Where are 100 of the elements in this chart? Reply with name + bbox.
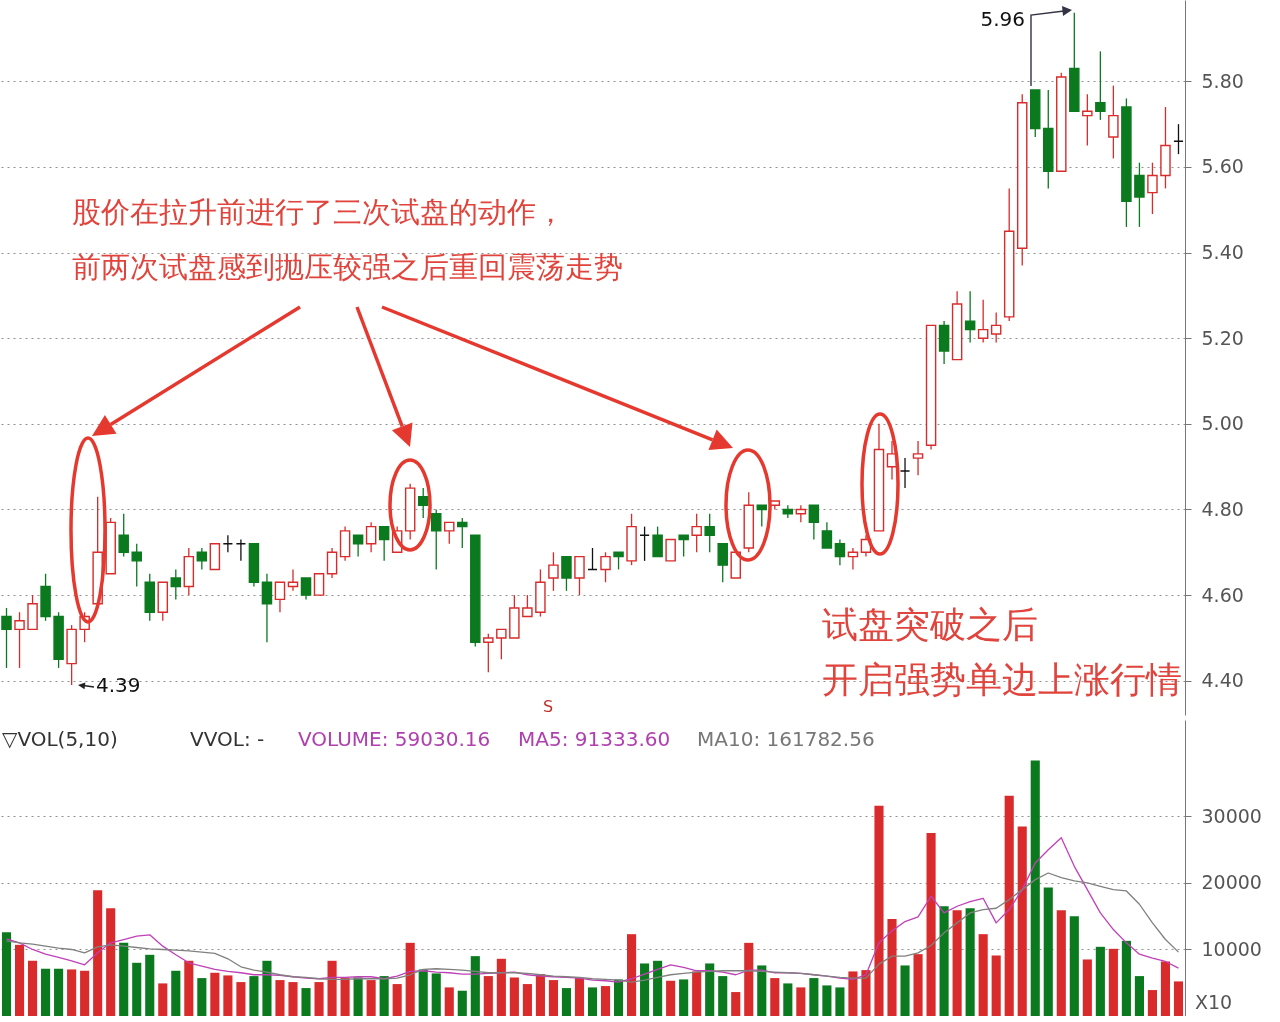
bar: [796, 987, 806, 1016]
bar: [1173, 981, 1184, 1016]
candlestick: [430, 508, 442, 571]
bar: [848, 971, 858, 1016]
bar: [106, 908, 116, 1016]
bar: [900, 965, 910, 1016]
bar: [288, 982, 298, 1016]
bar: [744, 942, 754, 1016]
candlestick: [1108, 84, 1119, 160]
candlestick: [1134, 162, 1145, 228]
bar: [887, 918, 897, 1016]
bar: [991, 955, 1001, 1016]
annotation: VVOL: -: [190, 727, 265, 751]
bar: [366, 980, 376, 1016]
candlestick: [678, 534, 689, 558]
candlestick: [457, 517, 468, 549]
bar: [470, 956, 480, 1016]
bar: [314, 982, 324, 1016]
bar: [1082, 959, 1092, 1016]
text: X10: [1195, 991, 1233, 1013]
y-tick-label: 5.20: [1201, 326, 1244, 349]
bar: [600, 986, 611, 1016]
annotation: MA5: 91333.60: [518, 727, 671, 751]
bar: [14, 944, 25, 1016]
bar: [587, 987, 598, 1016]
annotation: 股价在拉升前进行了三次试盘的动作，: [72, 195, 565, 229]
bar: [1, 932, 12, 1016]
bar: [926, 833, 936, 1016]
annotation: 4.39: [96, 673, 141, 697]
candlestick: [235, 538, 247, 562]
annotation: VOLUME: 59030.16: [298, 727, 491, 751]
annotation: S: [542, 697, 554, 716]
bar: [327, 960, 337, 1016]
bar: [223, 975, 233, 1016]
bar: [210, 972, 220, 1016]
bar: [249, 976, 259, 1016]
candlestick: [444, 521, 455, 545]
candlestick: [170, 568, 182, 601]
candlestick: [300, 577, 312, 601]
bar: [874, 805, 884, 1016]
bar: [301, 988, 311, 1016]
y-tick-label: 20000: [1201, 871, 1262, 894]
candlestick: [652, 525, 663, 558]
line-series: [5, 837, 1180, 983]
bar: [457, 990, 467, 1016]
bar: [809, 978, 819, 1016]
bar: [132, 962, 142, 1016]
candlestick: [1147, 162, 1158, 215]
annotation: MA10: 161782.56: [697, 727, 875, 751]
bar: [1121, 940, 1131, 1016]
candlestick: [574, 555, 585, 596]
candlestick: [274, 581, 286, 613]
y-tick-label: 4.40: [1201, 669, 1244, 692]
annotation: 开启强势单边上涨行情: [822, 659, 1182, 700]
candlestick: [326, 547, 338, 579]
y-tick-label: 10000: [1201, 937, 1262, 960]
candlestick: [131, 543, 142, 588]
candlestick: [665, 538, 676, 562]
candlestick: [964, 290, 976, 344]
bar: [965, 908, 975, 1016]
bar: [67, 969, 77, 1016]
bar: [262, 960, 272, 1016]
candlestick: [522, 594, 533, 618]
bar: [483, 976, 493, 1016]
bar: [379, 976, 389, 1016]
bar: [275, 980, 285, 1016]
bar: [952, 910, 962, 1016]
bar: [1004, 795, 1014, 1016]
bar: [535, 974, 545, 1016]
bar: [1095, 946, 1105, 1016]
bar: [627, 934, 637, 1016]
bar: [613, 979, 624, 1016]
candlestick: [561, 555, 572, 592]
bar: [418, 969, 428, 1016]
bar: [705, 963, 715, 1016]
bar: [444, 987, 454, 1016]
candlestick: [717, 543, 728, 583]
candlestick: [808, 504, 820, 541]
bar: [783, 983, 793, 1016]
bar: [835, 987, 845, 1016]
y-tick-label: 5.60: [1201, 155, 1244, 178]
bar: [939, 906, 949, 1016]
candlestick: [704, 513, 715, 553]
bar: [1030, 760, 1040, 1016]
bar: [54, 968, 64, 1016]
candlestick: [483, 633, 494, 673]
bar: [145, 954, 155, 1016]
bar: [184, 960, 194, 1016]
annotation: 试盘突破之后: [822, 604, 1038, 645]
y-tick-label: 5.00: [1201, 412, 1244, 435]
y-tick-label: 30000: [1201, 804, 1262, 827]
bar: [197, 978, 207, 1016]
bar: [1160, 961, 1171, 1016]
bar: [913, 954, 923, 1016]
bar: [171, 970, 181, 1016]
y-tick-label: 4.80: [1201, 497, 1244, 520]
bar: [496, 958, 506, 1016]
bar: [392, 984, 402, 1016]
annotation: 前两次试盘感到抛压较强之后重回震荡走势: [72, 250, 623, 284]
annotation: 5.96: [980, 7, 1025, 31]
